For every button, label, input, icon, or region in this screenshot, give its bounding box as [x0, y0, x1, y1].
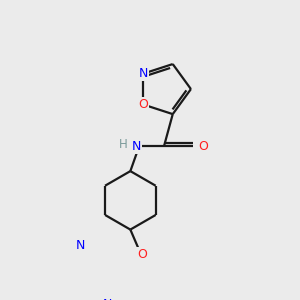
Text: N: N [132, 140, 142, 153]
Text: H: H [119, 138, 128, 151]
Text: O: O [199, 140, 208, 153]
Text: O: O [138, 98, 148, 111]
Text: O: O [137, 248, 147, 261]
Text: N: N [139, 67, 148, 80]
Text: N: N [76, 239, 85, 252]
Text: N: N [103, 298, 112, 300]
